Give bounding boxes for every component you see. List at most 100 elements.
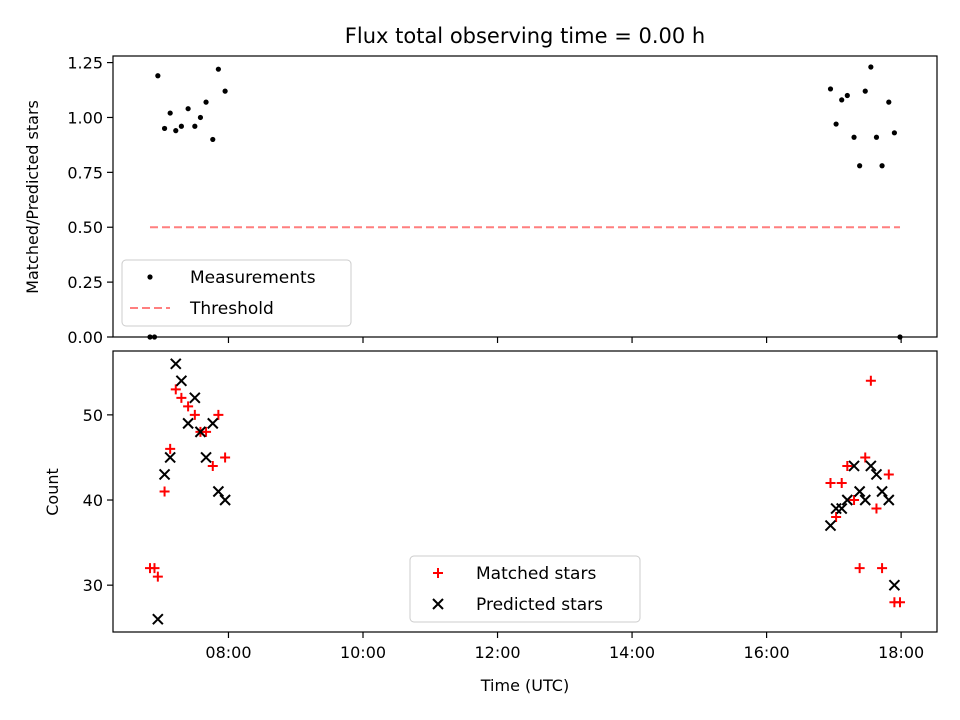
- measurement-point: [155, 73, 161, 79]
- predicted-star-point: [207, 417, 219, 430]
- predicted-star-point: [158, 468, 171, 481]
- y-tick-label: 1.00: [67, 108, 103, 127]
- matched-star-point: [159, 486, 170, 497]
- predicted-star-point: [824, 519, 837, 532]
- matched-star-point: [213, 409, 224, 420]
- measurement-point: [161, 125, 168, 132]
- legend-label: Measurements: [190, 268, 316, 288]
- predicted-star-point: [853, 485, 866, 498]
- x-tick-label: 12:00: [474, 643, 520, 662]
- measurement-point: [844, 92, 850, 99]
- legend-matched-marker: [433, 568, 443, 578]
- matched-star-point: [871, 503, 882, 514]
- matched-star-point: [836, 477, 847, 488]
- y-tick-label: 40: [83, 491, 103, 510]
- predicted-star-point: [859, 494, 871, 506]
- predicted-star-point: [200, 451, 212, 464]
- measurement-point: [167, 110, 173, 116]
- measurement-point: [192, 123, 198, 129]
- matched-star-point: [201, 426, 212, 437]
- matched-star-point: [183, 401, 194, 412]
- measurement-point: [879, 163, 885, 169]
- matched-star-point: [854, 563, 865, 574]
- predicted-star-point: [164, 451, 176, 464]
- matched-star-point: [865, 375, 876, 386]
- measurement-point: [868, 64, 874, 70]
- x-tick-label: 14:00: [609, 643, 655, 662]
- predicted-star-point: [219, 494, 231, 506]
- measurement-point: [891, 130, 897, 136]
- y-tick-label: 0.75: [67, 163, 103, 182]
- y-tick-label: 30: [83, 576, 103, 595]
- measurement-point: [197, 114, 204, 121]
- matched-star-point: [877, 563, 888, 574]
- matched-star-point: [149, 563, 160, 574]
- predicted-star-point: [848, 460, 860, 472]
- matched-star-point: [207, 460, 218, 471]
- measurement-point: [203, 99, 209, 105]
- x-axis-label: Time (UTC): [480, 676, 569, 695]
- predicted-star-point: [170, 358, 182, 370]
- measurement-point: [857, 163, 863, 169]
- matched-star-point: [176, 392, 187, 403]
- predicted-star-point: [841, 494, 854, 506]
- measurement-point: [173, 128, 179, 134]
- predicted-star-point: [883, 494, 895, 506]
- matched-star-point: [220, 452, 231, 463]
- bottom-panel: 30 40 50 08:00 10:00 12:00 14:00 16:00 18:00 Matc…: [83, 350, 938, 662]
- measurement-point: [839, 97, 845, 103]
- legend-label: Matched stars: [476, 564, 596, 584]
- predicted-star-point: [152, 613, 164, 625]
- predicted-star-point: [865, 460, 877, 472]
- predicted-star-point: [182, 417, 194, 430]
- matched-star-point: [883, 469, 894, 480]
- matched-star-point: [825, 477, 836, 488]
- matched-star-point: [152, 571, 163, 582]
- matched-star-point: [842, 460, 853, 471]
- predicted-star-point: [175, 375, 188, 387]
- x-tick-label: 10:00: [340, 643, 386, 662]
- plot-frame: [112, 55, 938, 338]
- y-tick-label: 0.00: [67, 328, 103, 347]
- measurement-point: [185, 106, 191, 112]
- y-tick-label: 50: [83, 406, 103, 425]
- legend-label: Predicted stars: [476, 595, 603, 615]
- matched-star-point: [860, 452, 871, 463]
- matched-star-point: [849, 495, 860, 506]
- bottom-y-axis-label: Count: [43, 468, 62, 516]
- measurement-point: [886, 99, 892, 105]
- top-panel: 0.00 0.25 0.50 0.75 1.00 1.25 Measurements Thre…: [67, 54, 938, 347]
- predicted-star-point: [194, 426, 207, 438]
- plot-frame: [112, 350, 938, 633]
- predicted-star-point: [876, 485, 888, 498]
- predicted-star-point: [835, 502, 848, 515]
- x-tick-label: 16:00: [744, 643, 790, 662]
- y-tick-label: 0.25: [67, 273, 103, 292]
- measurement-point: [851, 134, 857, 140]
- measurement-point: [833, 121, 839, 127]
- y-tick-label: 1.25: [67, 54, 103, 73]
- matched-star-point: [170, 384, 181, 395]
- top-y-axis-label: Matched/Predicted stars: [23, 100, 42, 294]
- predicted-star-point: [870, 468, 883, 481]
- measurement-point: [222, 88, 228, 94]
- legend-label: Threshold: [189, 299, 274, 319]
- legend-measurements-marker: [147, 274, 153, 280]
- measurement-point: [215, 66, 221, 72]
- legend-box: [121, 259, 352, 327]
- y-tick-label: 0.50: [67, 218, 103, 237]
- predicted-star-point: [212, 485, 225, 498]
- legend-box: [409, 555, 641, 623]
- predicted-star-point: [888, 579, 901, 591]
- matched-star-point: [831, 512, 842, 523]
- predicted-star-point: [189, 392, 201, 404]
- x-tick-label: 08:00: [205, 643, 251, 662]
- matched-star-point: [895, 597, 906, 608]
- x-tick-label: 18:00: [878, 643, 924, 662]
- measurement-point: [827, 86, 834, 92]
- measurement-point: [873, 134, 880, 140]
- matched-star-point: [189, 409, 200, 420]
- legend-predicted-marker: [432, 598, 444, 610]
- matched-star-point: [165, 443, 176, 454]
